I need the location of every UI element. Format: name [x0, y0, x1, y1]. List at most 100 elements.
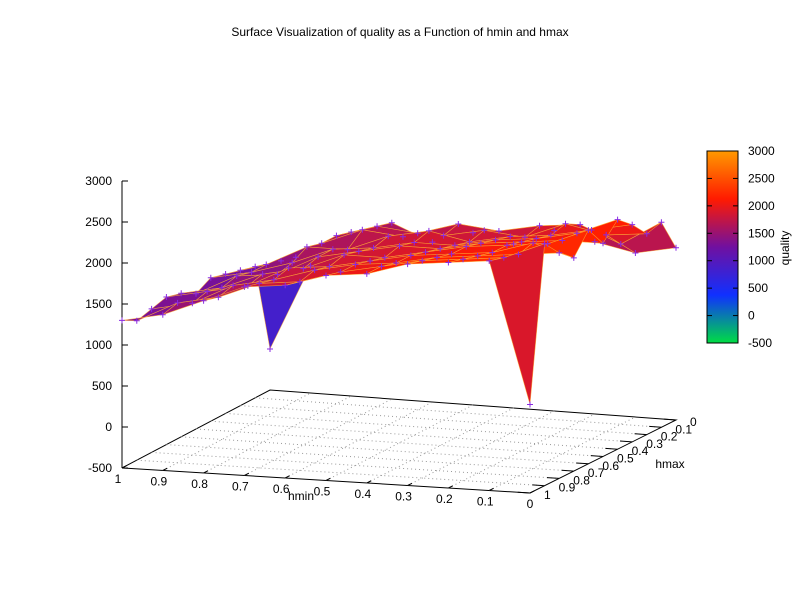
z-tick-label: 2500: [85, 215, 112, 229]
data-point: [489, 249, 496, 256]
data-point: [404, 261, 411, 268]
surface-points: [119, 216, 679, 408]
y-tick-label: 0: [690, 415, 697, 429]
data-point: [178, 290, 185, 297]
y-tick-label: 0.4: [632, 444, 649, 458]
x-axis: 1 0.9 0.8 0.7 0.6 0.5 0.4 0.3 0.2 0.1 0: [115, 465, 535, 511]
data-point: [451, 242, 458, 249]
data-point: [388, 219, 395, 226]
data-point: [577, 221, 584, 228]
z-tick-label: -500: [88, 461, 112, 475]
data-point: [460, 256, 467, 263]
colorbar-tick-label: 2500: [748, 171, 775, 185]
data-point: [466, 238, 473, 245]
data-point: [230, 282, 237, 289]
data-point: [445, 259, 452, 266]
data-point: [189, 300, 196, 307]
data-point: [559, 237, 566, 244]
data-point: [585, 227, 592, 234]
x-axis-label: hmin: [288, 489, 314, 503]
data-point: [643, 230, 650, 237]
x-tick-label: 0.2: [436, 492, 453, 506]
data-point: [570, 254, 577, 261]
data-point: [344, 246, 351, 253]
data-point: [159, 311, 166, 318]
data-point: [289, 259, 296, 266]
data-point: [174, 299, 181, 306]
data-point: [318, 240, 325, 247]
chart-title: Surface Visualization of quality as a Fu…: [231, 25, 568, 39]
data-point: [252, 263, 259, 270]
data-point: [148, 305, 155, 312]
colorbar-tick-label: 2000: [748, 199, 775, 213]
data-point: [503, 242, 510, 249]
data-point: [326, 263, 333, 270]
data-point: [393, 260, 400, 266]
colorbar: [706, 150, 739, 344]
data-point: [495, 228, 502, 234]
data-point: [477, 240, 484, 247]
y-tick-label: 0.6: [602, 459, 619, 473]
data-point: [329, 246, 336, 253]
data-point: [414, 230, 421, 237]
data-point: [515, 251, 522, 258]
x-tick-label: 0.5: [314, 485, 331, 499]
data-point: [614, 216, 621, 223]
data-point: [507, 233, 514, 240]
x-tick-label: 0: [527, 497, 534, 511]
data-point: [285, 265, 292, 272]
y-axis-label: hmax: [655, 457, 684, 471]
data-point: [629, 221, 636, 228]
data-point: [530, 239, 537, 246]
data-point: [270, 276, 277, 283]
z-tick-label: 3000: [85, 174, 112, 188]
data-point: [425, 227, 432, 234]
z-tick-label: 1500: [85, 297, 112, 311]
data-point: [296, 278, 303, 285]
data-point: [533, 235, 540, 242]
data-point: [204, 288, 211, 295]
data-point: [300, 265, 307, 272]
x-tick-label: 1: [115, 472, 122, 486]
data-point: [119, 317, 125, 324]
data-point: [337, 269, 344, 276]
data-point: [200, 297, 207, 304]
data-point: [551, 227, 558, 234]
data-point: [370, 244, 377, 251]
z-tick-label: 2000: [85, 256, 112, 270]
data-point: [399, 233, 406, 240]
data-point: [222, 271, 229, 277]
data-point: [527, 401, 533, 408]
data-point: [259, 271, 266, 278]
base-plane: [121, 389, 678, 494]
data-point: [437, 245, 444, 252]
data-point: [673, 244, 679, 251]
z-tick-label: 0: [105, 420, 112, 434]
data-point: [218, 284, 225, 291]
data-point: [463, 243, 470, 250]
data-point: [433, 254, 440, 261]
data-point: [303, 243, 310, 250]
data-point: [363, 270, 370, 277]
data-point: [378, 263, 385, 270]
colorbar-tick-label: 500: [748, 281, 768, 295]
data-point: [348, 229, 355, 235]
data-point: [263, 261, 270, 268]
colorbar-tick-label: 1000: [748, 254, 775, 268]
y-tick-label: 0.1: [675, 422, 692, 436]
data-point: [556, 249, 563, 256]
y-tick-label: 1: [544, 488, 551, 502]
data-point: [256, 280, 263, 287]
y-tick-label: 0.8: [573, 473, 590, 487]
colorbar-tick-label: 1500: [748, 226, 775, 240]
x-tick-label: 0.8: [191, 477, 208, 491]
data-point: [455, 220, 462, 227]
y-tick-label: 0.7: [588, 466, 605, 480]
data-point: [573, 230, 580, 237]
data-point: [341, 251, 348, 258]
data-point: [193, 290, 199, 297]
x-tick-label: 0.6: [273, 482, 290, 496]
data-point: [500, 254, 507, 261]
data-point: [307, 262, 314, 269]
